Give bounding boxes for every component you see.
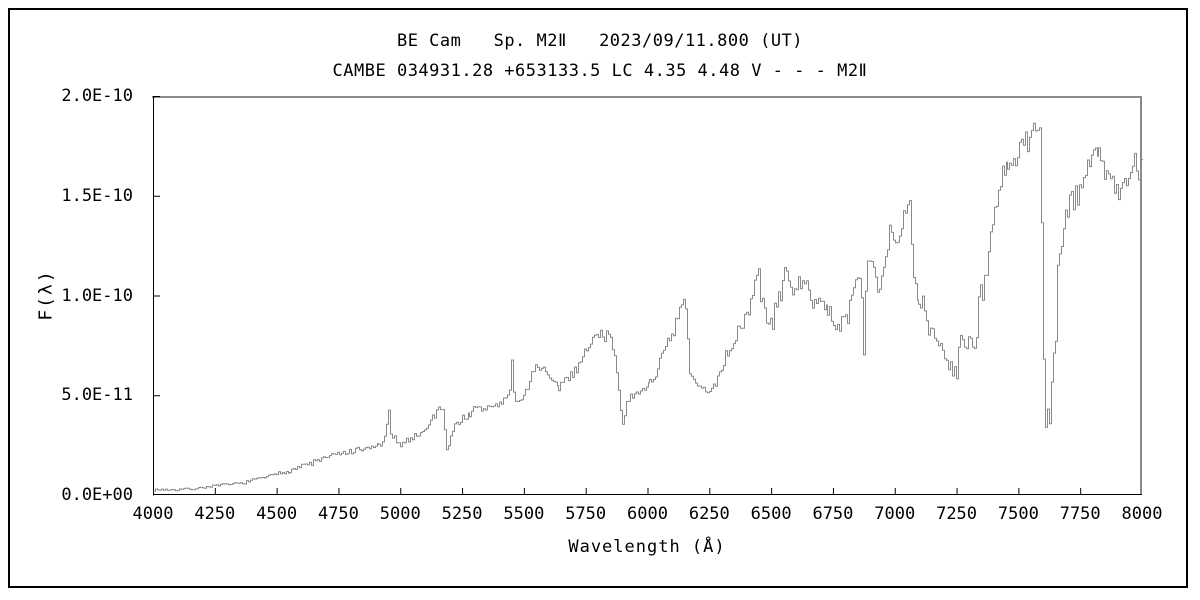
x-tick-label: 4750: [317, 504, 359, 524]
x-tick-label: 4000: [132, 504, 174, 524]
y-tick-label: 2.0E-10: [61, 86, 133, 106]
x-tick-label: 8000: [1121, 504, 1163, 524]
x-tick-label: 7250: [936, 504, 978, 524]
x-tick-label: 5250: [441, 504, 483, 524]
x-tick-label: 5000: [379, 504, 421, 524]
y-tick-label: 1.5E-10: [61, 185, 133, 206]
y-tick-label: 1.0E-10: [61, 285, 133, 306]
x-tick-label: 4250: [194, 504, 236, 524]
chart-subtitle: CAMBE 034931.28 +653133.5 LC 4.35 4.48 V…: [332, 61, 868, 81]
x-tick-label: 4500: [256, 504, 298, 524]
x-tick-label: 7750: [1059, 504, 1101, 524]
y-axis-title: F(λ): [35, 269, 57, 321]
x-axis-title: Wavelength (Å): [568, 537, 726, 557]
y-tick-label: 0.0E+00: [61, 485, 133, 505]
x-tick-label: 5750: [565, 504, 607, 524]
x-axis-ticks: [214, 488, 1082, 494]
spectrum-line: [153, 122, 1143, 492]
y-axis-ticks: [154, 96, 160, 397]
x-tick-label: 5500: [503, 504, 545, 524]
x-tick-label: 7500: [997, 504, 1039, 524]
x-tick-label: 6000: [627, 504, 668, 524]
y-tick-label: 5.0E-11: [61, 385, 133, 406]
chart-title: BE Cam Sp. M2Ⅱ 2023/09/11.800 (UT): [396, 31, 804, 51]
x-tick-label: 6500: [750, 504, 792, 524]
x-tick-label: 6750: [812, 504, 854, 524]
x-tick-label: 7000: [874, 504, 916, 524]
x-tick-label: 6250: [688, 504, 730, 524]
